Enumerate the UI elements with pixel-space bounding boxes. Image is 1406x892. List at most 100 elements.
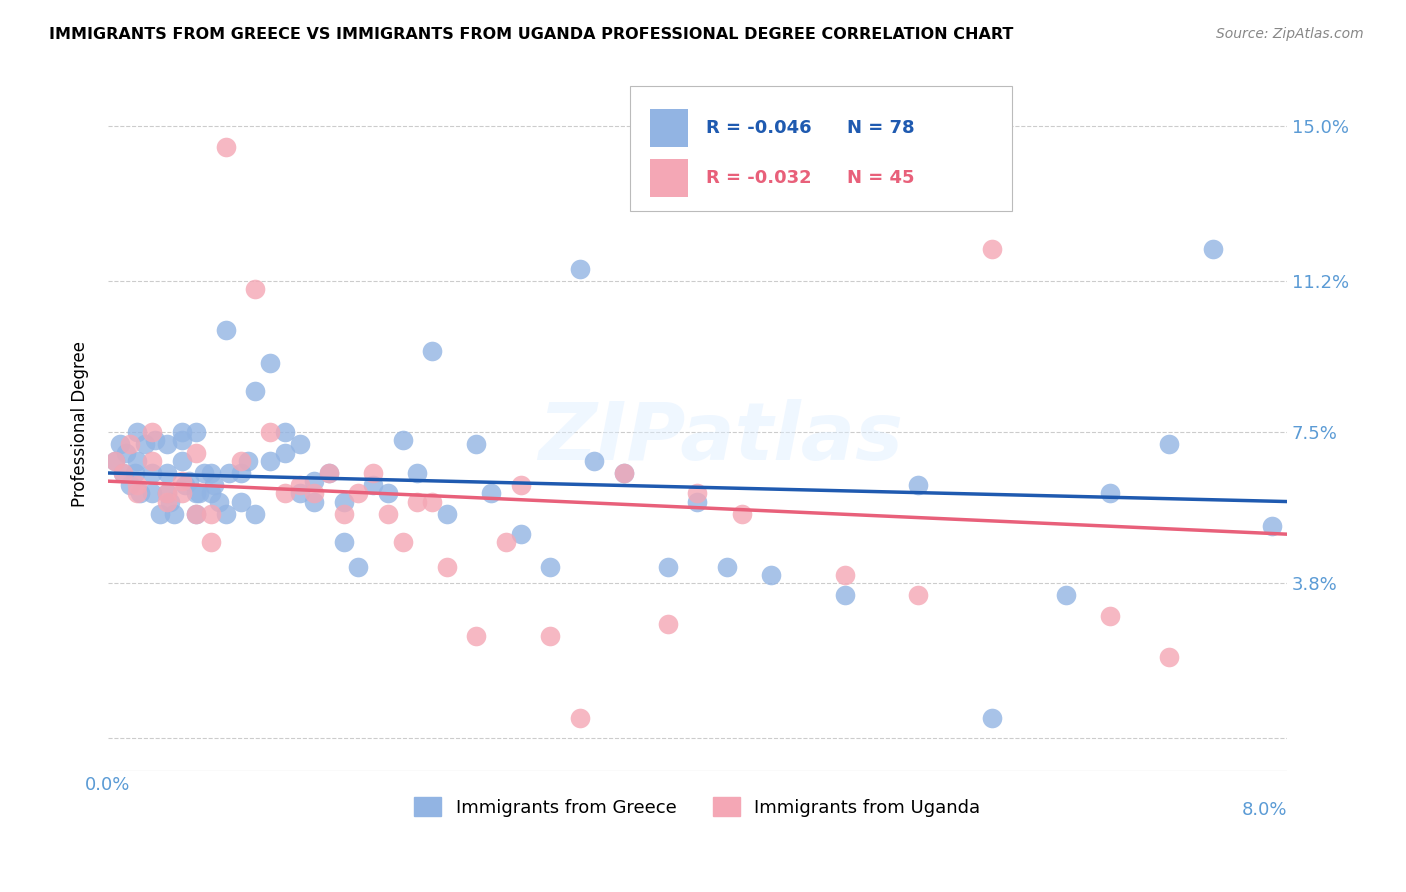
Point	[245, 384, 267, 399]
Point	[361, 478, 384, 492]
Point	[170, 474, 193, 488]
Point	[274, 425, 297, 440]
Text: 8.0%: 8.0%	[1241, 801, 1286, 819]
Point	[200, 507, 222, 521]
Point	[215, 140, 238, 154]
Point	[759, 568, 782, 582]
Point	[236, 454, 259, 468]
Point	[215, 507, 238, 521]
Point	[332, 535, 354, 549]
Point	[1157, 649, 1180, 664]
Point	[114, 445, 136, 459]
Point	[141, 466, 163, 480]
Point	[127, 425, 149, 440]
Point	[1261, 519, 1284, 533]
Text: Source: ZipAtlas.com: Source: ZipAtlas.com	[1216, 27, 1364, 41]
Point	[568, 262, 591, 277]
Point	[173, 478, 195, 492]
Point	[347, 486, 370, 500]
Point	[170, 434, 193, 448]
Point	[148, 507, 170, 521]
Point	[188, 486, 211, 500]
Point	[170, 486, 193, 500]
Point	[127, 486, 149, 500]
Point	[332, 507, 354, 521]
Point	[465, 437, 488, 451]
Text: N = 78: N = 78	[848, 119, 915, 137]
Point	[288, 478, 311, 492]
Point	[156, 466, 179, 480]
Point	[111, 466, 134, 480]
Point	[391, 535, 413, 549]
Point	[159, 494, 181, 508]
Point	[1098, 486, 1121, 500]
Point	[193, 466, 215, 480]
Point	[156, 437, 179, 451]
Bar	[650, 109, 688, 147]
Bar	[650, 159, 688, 197]
Point	[143, 434, 166, 448]
Point	[509, 478, 531, 492]
Point	[304, 486, 326, 500]
Point	[436, 559, 458, 574]
Point	[200, 486, 222, 500]
Point	[129, 486, 152, 500]
Point	[391, 434, 413, 448]
Point	[120, 437, 142, 451]
Point	[156, 486, 179, 500]
Point	[1054, 588, 1077, 602]
Point	[207, 494, 229, 508]
Point	[657, 559, 679, 574]
Point	[318, 466, 340, 480]
Point	[583, 454, 606, 468]
Point	[104, 454, 127, 468]
Point	[420, 343, 443, 358]
Point	[304, 474, 326, 488]
Point	[200, 466, 222, 480]
Point	[274, 486, 297, 500]
Point	[127, 478, 149, 492]
Point	[288, 486, 311, 500]
Point	[274, 445, 297, 459]
Point	[245, 507, 267, 521]
Point	[538, 629, 561, 643]
Point	[259, 425, 281, 440]
Point	[104, 454, 127, 468]
Point	[686, 486, 709, 500]
Point	[1157, 437, 1180, 451]
Point	[186, 507, 208, 521]
Legend: Immigrants from Greece, Immigrants from Uganda: Immigrants from Greece, Immigrants from …	[408, 790, 987, 824]
Point	[436, 507, 458, 521]
Point	[156, 494, 179, 508]
Point	[538, 559, 561, 574]
Point	[730, 507, 752, 521]
Point	[134, 437, 156, 451]
Point	[613, 466, 636, 480]
Point	[120, 478, 142, 492]
Point	[170, 454, 193, 468]
Point	[332, 494, 354, 508]
Point	[163, 507, 186, 521]
Point	[186, 425, 208, 440]
Point	[108, 437, 131, 451]
Text: R = -0.046: R = -0.046	[706, 119, 811, 137]
Point	[202, 478, 225, 492]
Point	[377, 507, 399, 521]
FancyBboxPatch shape	[630, 87, 1012, 211]
Point	[465, 629, 488, 643]
Point	[156, 486, 179, 500]
Point	[218, 466, 240, 480]
Point	[716, 559, 738, 574]
Point	[245, 283, 267, 297]
Point	[479, 486, 502, 500]
Point	[229, 466, 252, 480]
Point	[420, 494, 443, 508]
Point	[200, 535, 222, 549]
Point	[834, 568, 856, 582]
Point	[288, 437, 311, 451]
Point	[377, 486, 399, 500]
Point	[406, 494, 429, 508]
Text: R = -0.032: R = -0.032	[706, 169, 811, 187]
Y-axis label: Professional Degree: Professional Degree	[72, 341, 89, 507]
Point	[259, 356, 281, 370]
